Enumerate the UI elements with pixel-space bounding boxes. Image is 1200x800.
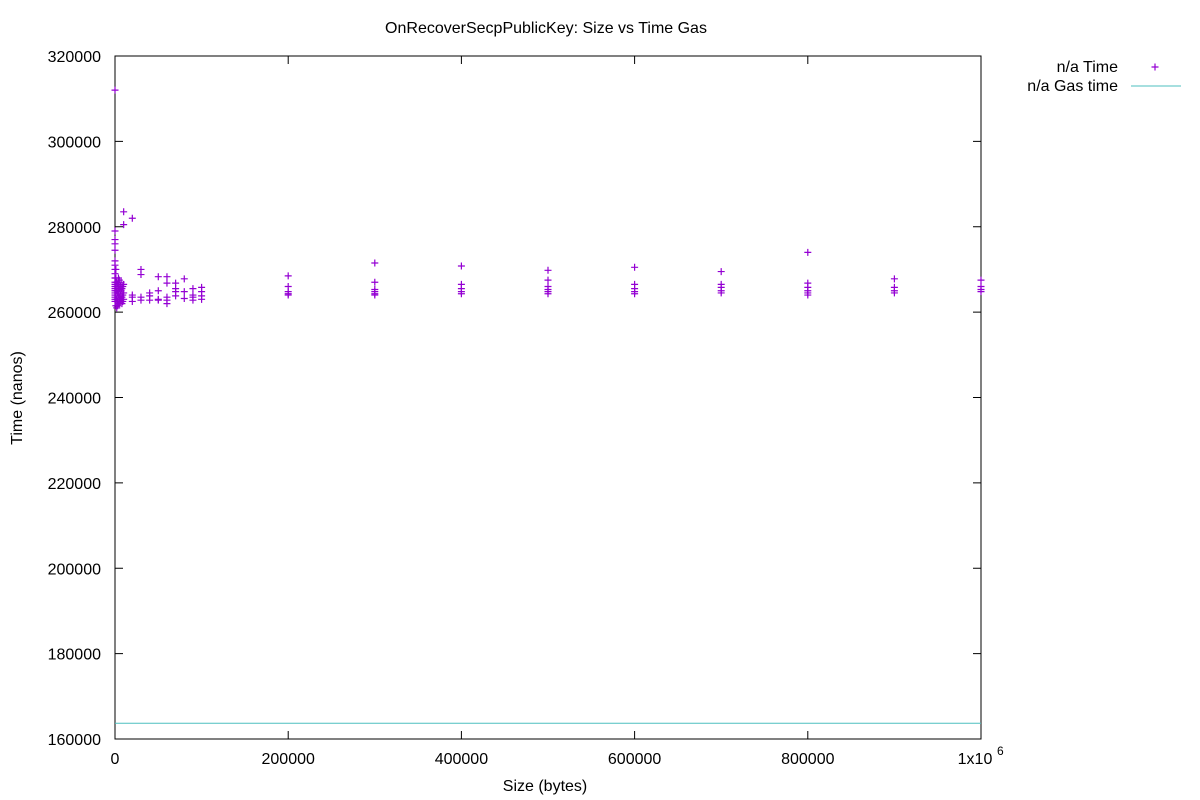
y-tick-label: 240000: [48, 391, 101, 408]
data-point: [371, 278, 379, 286]
y-tick-label: 200000: [48, 561, 101, 578]
data-point: [111, 246, 119, 254]
data-point: [137, 271, 145, 279]
data-point: [544, 276, 552, 284]
data-point: [163, 279, 171, 287]
data-point: [977, 276, 985, 284]
y-tick-label: 180000: [48, 647, 101, 664]
data-point: [154, 296, 162, 304]
data-point: [128, 214, 136, 222]
data-marks: [111, 86, 985, 724]
data-point: [890, 275, 898, 283]
data-point: [137, 296, 145, 304]
data-point: [631, 263, 639, 271]
data-point: [146, 296, 154, 304]
y-tick-label: 260000: [48, 305, 101, 322]
data-point: [128, 297, 136, 305]
data-point: [457, 262, 465, 270]
legend-label-gas: n/a Gas time: [1027, 78, 1118, 95]
x-tick-label: 600000: [608, 751, 661, 768]
data-point: [977, 288, 985, 296]
data-point: [120, 289, 128, 297]
data-point: [189, 296, 197, 304]
x-tick-label: 400000: [435, 751, 488, 768]
legend-label-time: n/a Time: [1057, 59, 1118, 76]
data-point: [284, 272, 292, 280]
data-point: [111, 86, 119, 94]
data-point: [120, 280, 128, 288]
y-tick-label: 220000: [48, 476, 101, 493]
data-point: [111, 240, 119, 248]
y-axis: 160000 180000 200000 220000 240000 260000 2800…: [48, 49, 981, 749]
data-point: [120, 221, 128, 229]
y-tick-label: 280000: [48, 220, 101, 237]
data-point: [154, 273, 162, 281]
data-point: [717, 268, 725, 276]
data-point: [180, 275, 188, 283]
data-point: [804, 248, 812, 256]
data-point: [112, 265, 120, 273]
x-tick-label: 800000: [781, 751, 834, 768]
data-point: [717, 289, 725, 297]
data-point: [189, 285, 197, 293]
legend: n/a Time n/a Gas time: [1027, 59, 1181, 95]
x-tick-label: 0: [111, 751, 120, 768]
data-point: [180, 294, 188, 302]
data-point: [284, 291, 292, 299]
data-point: [457, 290, 465, 298]
x-tick-label: 200000: [262, 751, 315, 768]
x-axis: 0 200000 400000 600000 800000 1x10 6: [111, 56, 1004, 768]
y-axis-title: Time (nanos): [9, 351, 26, 445]
x-axis-title: Size (bytes): [503, 778, 587, 795]
data-point: [890, 289, 898, 297]
data-point: [120, 295, 128, 303]
data-point: [371, 291, 379, 299]
data-point: [120, 208, 128, 216]
data-point: [544, 290, 552, 298]
x-tick-label: 1x10: [958, 751, 993, 768]
data-point: [180, 288, 188, 296]
data-point: [163, 273, 171, 281]
data-point: [631, 290, 639, 298]
y-tick-label: 300000: [48, 134, 101, 151]
x-tick-exponent: 6: [997, 744, 1004, 758]
data-point: [371, 259, 379, 267]
data-point: [804, 291, 812, 299]
chart-title: OnRecoverSecpPublicKey: Size vs Time Gas: [385, 20, 707, 37]
data-point: [111, 227, 119, 235]
data-point: [198, 295, 206, 303]
legend-marker-time: [1151, 63, 1159, 71]
y-tick-label: 320000: [48, 49, 101, 66]
data-point: [163, 300, 171, 308]
data-point: [544, 266, 552, 274]
data-point: [154, 287, 162, 295]
data-point: [172, 292, 180, 300]
y-tick-label: 160000: [48, 732, 101, 749]
